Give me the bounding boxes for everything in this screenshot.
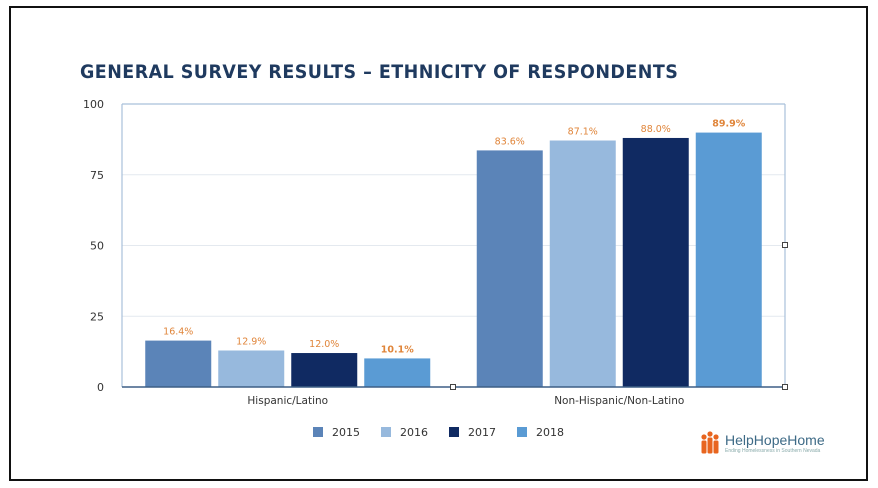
legend-swatch [381,427,391,437]
bar [364,358,431,387]
data-label: 87.1% [568,127,598,138]
legend-swatch [449,427,459,437]
y-tick-label: 0 [97,381,104,394]
legend-label: 2017 [468,426,496,439]
y-tick-label: 50 [90,240,104,253]
legend-label: 2015 [332,426,360,439]
logo: HelpHopeHome Ending Homelessness in Sout… [699,430,825,456]
bar [549,140,616,387]
bar [622,137,689,387]
y-tick-label: 25 [90,310,104,323]
data-label: 88.0% [641,124,671,135]
y-tick-label: 100 [83,98,104,111]
bar [476,150,543,387]
legend-label: 2016 [400,426,428,439]
data-label: 10.1% [381,344,414,355]
bar [291,353,358,387]
selection-handle [450,384,456,390]
logo-name: HelpHopeHome [725,431,825,448]
legend-swatch [313,427,323,437]
selection-handle [782,384,788,390]
slide-title: GENERAL SURVEY RESULTS – ETHNICITY OF RE… [80,61,679,83]
house-people-icon [699,430,721,456]
y-tick-label: 75 [90,169,104,182]
legend-swatch [517,427,527,437]
selection-handle [782,242,788,248]
data-label: 16.4% [163,327,193,338]
x-category-label: Hispanic/Latino [247,395,328,407]
data-label: 83.6% [495,136,525,147]
bar [145,340,212,387]
data-label: 12.9% [236,336,266,347]
bar [695,132,762,387]
legend-label: 2018 [536,426,564,439]
bar [218,350,285,387]
data-label: 89.9% [712,119,745,130]
logo-tagline: Ending Homelessness in Southern Nevada [725,447,821,454]
data-label: 12.0% [309,339,339,350]
x-category-label: Non-Hispanic/Non-Latino [554,395,684,407]
